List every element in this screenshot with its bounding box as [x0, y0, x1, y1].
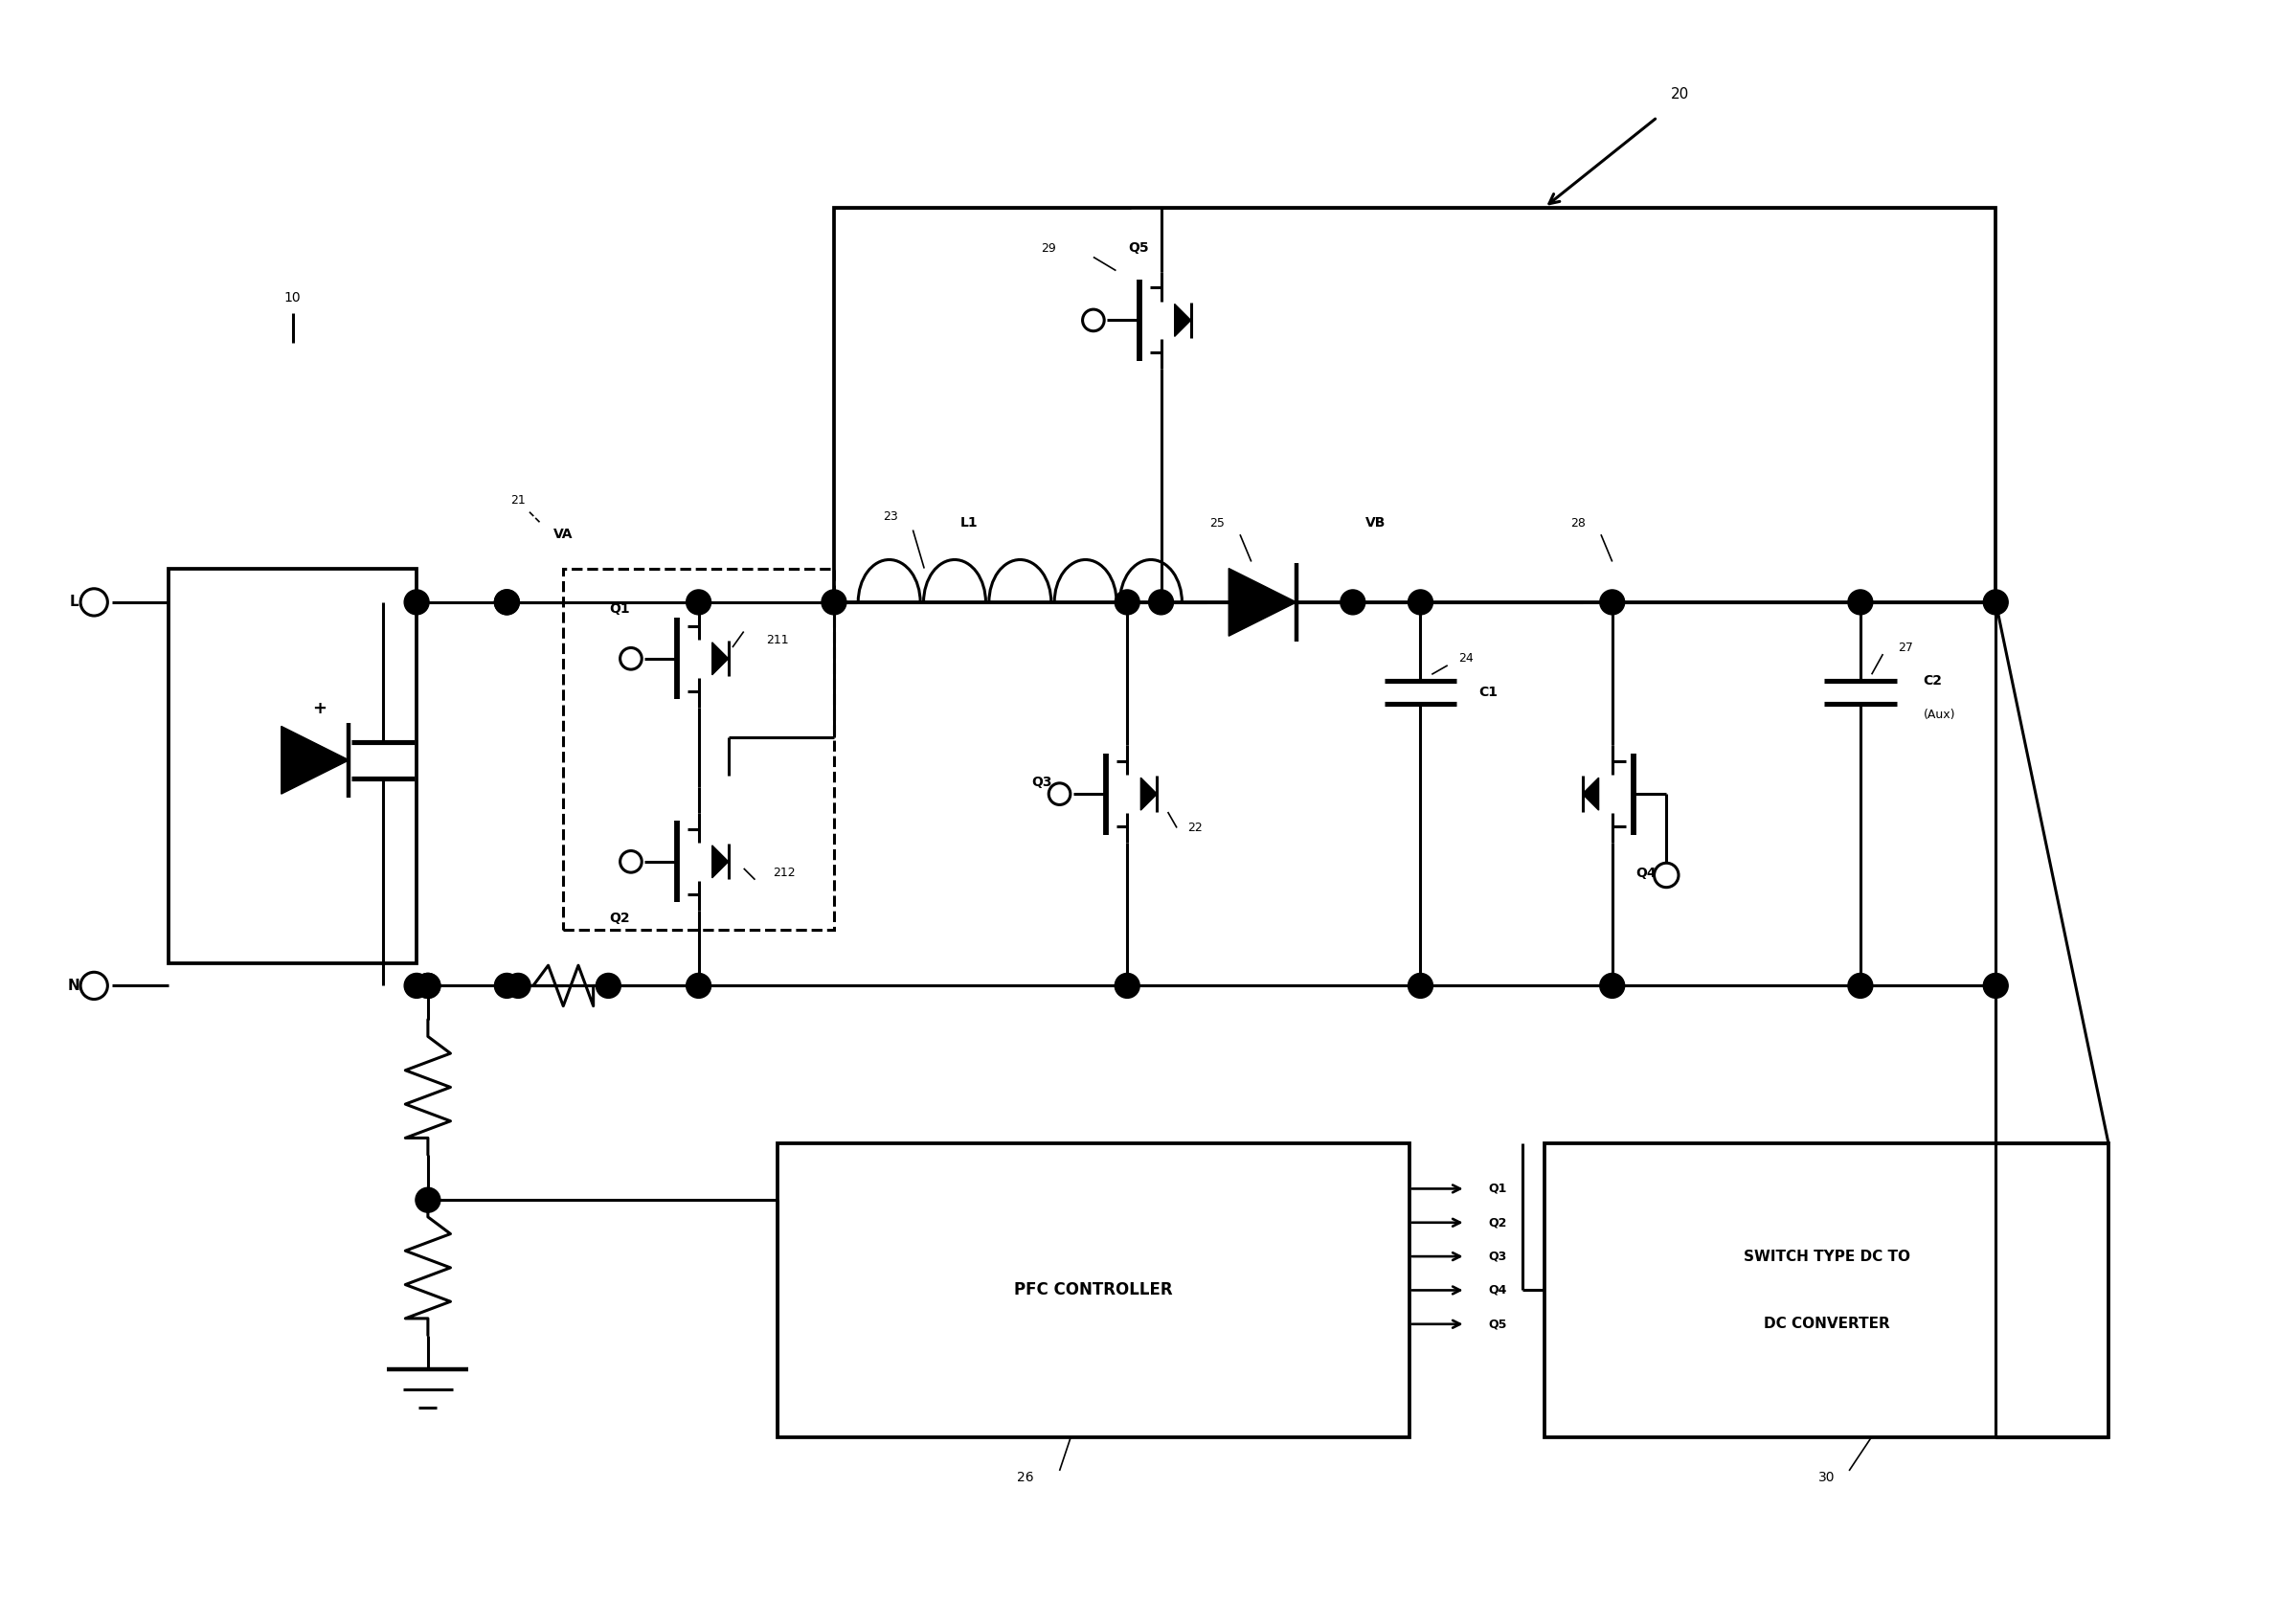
Bar	[562, 568, 833, 929]
Text: Q1: Q1	[1489, 1182, 1507, 1195]
Text: L: L	[68, 594, 77, 609]
Text: Q5: Q5	[1489, 1317, 1507, 1330]
Circle shape	[1407, 590, 1432, 614]
Text: SWITCH TYPE DC TO: SWITCH TYPE DC TO	[1744, 1249, 1910, 1263]
Polygon shape	[713, 643, 729, 676]
Text: Q2: Q2	[610, 911, 631, 924]
Text: Q3: Q3	[1031, 776, 1052, 789]
Text: 29: 29	[1041, 242, 1057, 255]
Text: N: N	[68, 979, 80, 992]
Polygon shape	[1230, 568, 1296, 637]
Circle shape	[1116, 973, 1138, 999]
Text: AC
in: AC in	[282, 750, 303, 781]
Text: 10: 10	[285, 291, 301, 304]
Text: 25: 25	[1209, 516, 1225, 529]
Text: C1: C1	[1478, 685, 1498, 700]
Circle shape	[1601, 590, 1624, 614]
Circle shape	[685, 590, 710, 614]
Circle shape	[1983, 590, 2008, 614]
Circle shape	[1983, 973, 2008, 999]
Circle shape	[494, 590, 519, 614]
Circle shape	[405, 973, 428, 999]
Text: Q2: Q2	[1489, 1216, 1507, 1229]
Circle shape	[685, 973, 710, 999]
Text: 26: 26	[1018, 1471, 1034, 1484]
Circle shape	[414, 973, 439, 999]
Text: 212: 212	[772, 867, 795, 879]
Text: Q4: Q4	[1635, 866, 1655, 880]
Text: 30: 30	[1817, 1471, 1835, 1484]
Circle shape	[1341, 590, 1366, 614]
Text: 23: 23	[883, 510, 897, 523]
Text: Q3: Q3	[1489, 1250, 1507, 1262]
Text: Q4: Q4	[1489, 1285, 1507, 1296]
Bar	[776, 1143, 1409, 1437]
Text: 211: 211	[767, 635, 788, 646]
Circle shape	[1601, 973, 1624, 999]
Text: L1: L1	[961, 516, 979, 529]
Circle shape	[822, 590, 847, 614]
Circle shape	[505, 973, 531, 999]
Circle shape	[1849, 590, 1872, 614]
Text: DC CONVERTER: DC CONVERTER	[1762, 1317, 1890, 1332]
Circle shape	[1148, 590, 1173, 614]
Text: VB: VB	[1366, 516, 1387, 529]
Circle shape	[1849, 973, 1872, 999]
Circle shape	[414, 973, 439, 999]
Text: VA: VA	[553, 528, 574, 541]
Text: C2: C2	[1924, 674, 1942, 689]
Text: +: +	[312, 700, 328, 716]
Text: (Aux): (Aux)	[1924, 708, 1956, 721]
Bar	[168, 568, 417, 963]
Bar	[833, 208, 1995, 603]
Bar	[1544, 1143, 2109, 1437]
Circle shape	[405, 590, 428, 614]
Text: 22: 22	[1186, 822, 1202, 835]
Text: 24: 24	[1457, 653, 1473, 664]
Polygon shape	[1141, 778, 1157, 810]
Circle shape	[1407, 973, 1432, 999]
Circle shape	[1116, 590, 1138, 614]
Circle shape	[494, 590, 519, 614]
Circle shape	[494, 973, 519, 999]
Polygon shape	[1583, 778, 1598, 810]
Text: Q1: Q1	[610, 603, 631, 615]
Polygon shape	[713, 846, 729, 879]
Text: 28: 28	[1571, 516, 1587, 529]
Polygon shape	[1175, 304, 1191, 336]
Text: PFC CONTROLLER: PFC CONTROLLER	[1013, 1281, 1173, 1299]
Circle shape	[597, 973, 622, 999]
Text: Q5: Q5	[1127, 242, 1150, 255]
Circle shape	[414, 1187, 439, 1213]
Text: 27: 27	[1899, 641, 1913, 653]
Text: 20: 20	[1671, 88, 1690, 102]
Polygon shape	[282, 726, 348, 794]
Text: 21: 21	[510, 494, 526, 507]
